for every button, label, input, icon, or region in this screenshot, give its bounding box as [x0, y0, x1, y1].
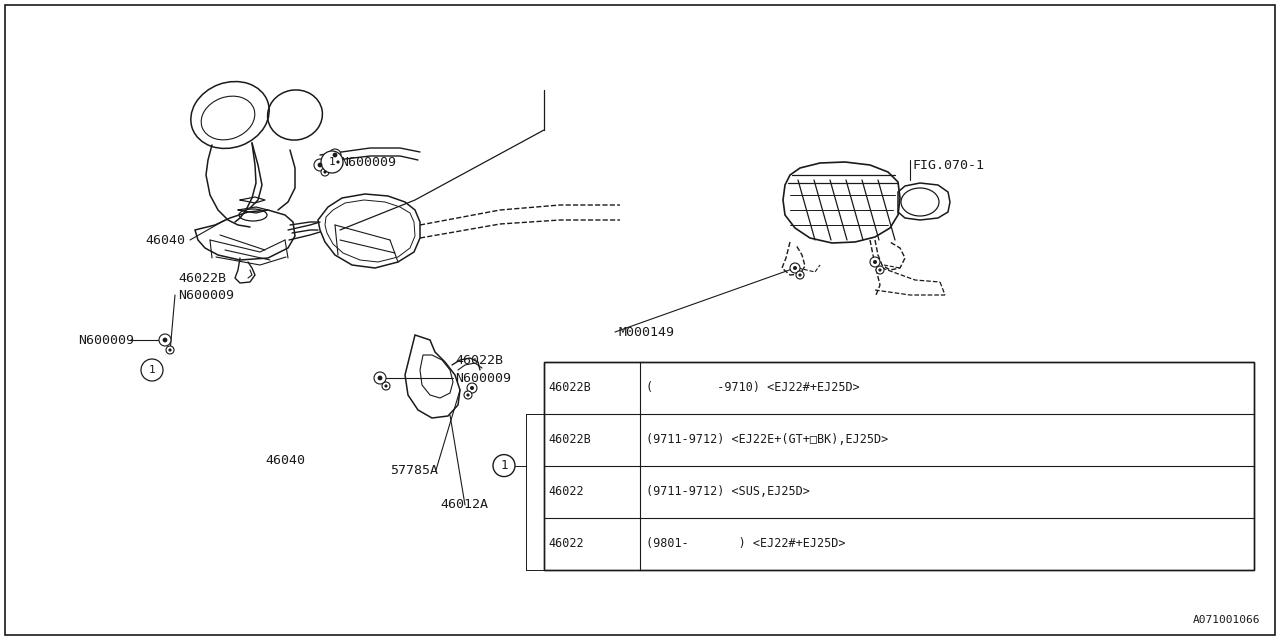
Text: 46022B: 46022B: [548, 381, 591, 394]
Circle shape: [321, 151, 343, 173]
Text: 1: 1: [148, 365, 155, 375]
Circle shape: [166, 346, 174, 354]
Text: 1: 1: [500, 459, 508, 472]
Circle shape: [334, 158, 342, 166]
Text: 46022: 46022: [548, 485, 584, 498]
Circle shape: [466, 394, 470, 397]
Text: 46022B: 46022B: [454, 353, 503, 367]
Circle shape: [314, 159, 326, 171]
Circle shape: [876, 266, 884, 274]
Circle shape: [381, 382, 390, 390]
Circle shape: [337, 161, 339, 164]
Circle shape: [317, 163, 323, 168]
Text: (         -9710) <EJ22#+EJ25D>: ( -9710) <EJ22#+EJ25D>: [646, 381, 860, 394]
Circle shape: [465, 391, 472, 399]
Text: 1: 1: [329, 157, 335, 167]
Circle shape: [790, 263, 800, 273]
Circle shape: [384, 385, 388, 388]
Bar: [544, 362, 1254, 570]
Text: 46040: 46040: [145, 234, 186, 246]
Circle shape: [878, 268, 882, 271]
Text: (9801-       ) <EJ22#+EJ25D>: (9801- ) <EJ22#+EJ25D>: [646, 537, 846, 550]
Circle shape: [141, 359, 163, 381]
Text: (9711-9712) <EJ22E+(GT+□BK),EJ25D>: (9711-9712) <EJ22E+(GT+□BK),EJ25D>: [646, 433, 888, 446]
Text: (9711-9712) <SUS,EJ25D>: (9711-9712) <SUS,EJ25D>: [646, 485, 810, 498]
Text: M000149: M000149: [618, 326, 675, 339]
Text: N600009: N600009: [78, 333, 134, 346]
Circle shape: [374, 372, 387, 384]
Bar: [544, 362, 1254, 570]
Circle shape: [321, 168, 329, 176]
Circle shape: [796, 271, 804, 279]
Circle shape: [324, 170, 326, 173]
Text: 57785A: 57785A: [390, 463, 438, 477]
Circle shape: [329, 149, 340, 161]
Text: 46040: 46040: [265, 454, 305, 467]
Text: N600009: N600009: [340, 156, 396, 168]
Circle shape: [870, 257, 881, 267]
Text: A071001066: A071001066: [1193, 615, 1260, 625]
Circle shape: [470, 386, 474, 390]
Text: FIG.070-1: FIG.070-1: [913, 159, 984, 172]
Text: N600009: N600009: [454, 371, 511, 385]
Circle shape: [873, 260, 877, 264]
Circle shape: [333, 152, 338, 157]
Circle shape: [378, 376, 383, 380]
Text: N600009: N600009: [178, 289, 234, 301]
Text: 46022B: 46022B: [548, 433, 591, 446]
Text: 46022: 46022: [548, 537, 584, 550]
Circle shape: [169, 348, 172, 351]
Circle shape: [159, 334, 172, 346]
Text: 46022B: 46022B: [178, 271, 227, 285]
Text: 46012A: 46012A: [440, 499, 488, 511]
Circle shape: [493, 454, 515, 477]
Circle shape: [163, 338, 168, 342]
Circle shape: [467, 383, 477, 393]
Circle shape: [794, 266, 797, 270]
Circle shape: [799, 273, 801, 276]
